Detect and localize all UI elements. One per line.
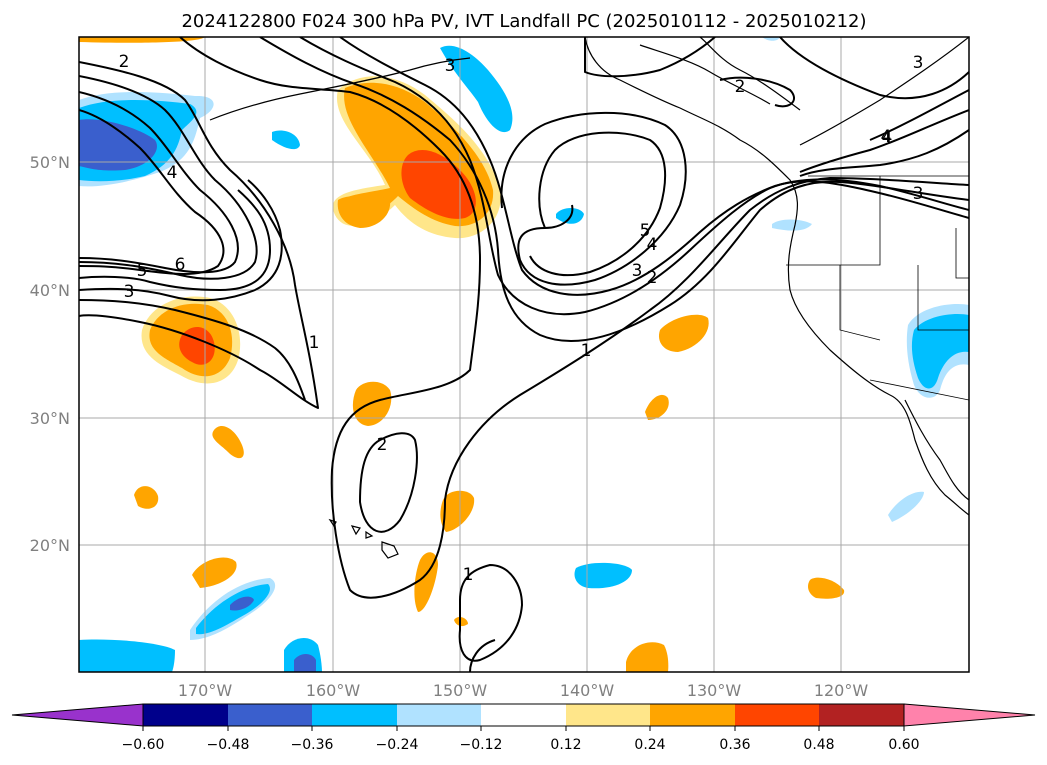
negative-anomaly-region: [762, 37, 780, 41]
positive-anomaly-region: [658, 314, 709, 352]
figure-title: 2024122800 F024 300 hPa PV, IVT Landfall…: [181, 11, 866, 32]
colorbar-segment: [397, 704, 481, 726]
lon-label: 150°W: [433, 681, 488, 700]
positive-anomaly-region: [134, 486, 159, 509]
colorbar-segment: [143, 704, 228, 726]
contour-label: 5: [137, 261, 148, 281]
colorbar-extend-low: [11, 703, 144, 727]
colorbar-segment: [566, 704, 650, 726]
lon-label: 130°W: [687, 681, 742, 700]
colorbar-tick-label: −0.36: [291, 737, 334, 753]
positive-anomaly-region: [808, 577, 845, 599]
positive-anomaly-region: [401, 150, 476, 219]
negative-anomaly-region: [574, 562, 632, 589]
colorbar-segment: [735, 704, 819, 726]
colorbar-segment: [228, 704, 312, 726]
contour-label: 1: [309, 333, 320, 353]
contour-label: 5: [640, 221, 651, 241]
colorbar-tick-label: −0.12: [460, 737, 503, 753]
contour-label: 3: [913, 184, 924, 204]
positive-anomaly-region: [79, 37, 205, 43]
longitude-labels: 170°W 160°W 150°W 140°W 130°W 120°W: [178, 681, 869, 700]
negative-anomaly-region: [230, 596, 254, 611]
colorbar-tick-label: 0.24: [634, 737, 665, 753]
negative-anomaly-region: [79, 119, 157, 171]
colorbar-tick-label: −0.48: [207, 737, 250, 753]
colorbar-tick-label: 0.12: [550, 737, 581, 753]
contour-label: 3: [913, 53, 924, 73]
contour-label: 4: [167, 163, 178, 183]
contour-label: 6: [175, 255, 186, 275]
negative-anomaly-region: [294, 654, 316, 672]
shading-layer: [79, 37, 969, 672]
colorbar: −0.60 −0.48 −0.36 −0.24 −0.12 0.12 0.24 …: [11, 703, 1036, 753]
contour-label: 4: [882, 128, 893, 148]
negative-anomaly-region: [272, 130, 300, 150]
latitude-labels: 50°N 40°N 30°N 20°N: [30, 153, 70, 555]
colorbar-segment: [481, 704, 566, 726]
negative-anomaly-region: [440, 45, 513, 133]
lon-label: 140°W: [560, 681, 615, 700]
colorbar-tick-label: −0.24: [376, 737, 419, 753]
colorbar-segment: [650, 704, 735, 726]
contour-label: 3: [445, 56, 456, 76]
contour-label: 2: [119, 52, 130, 72]
map-area: 2 4 3 2 3 4 6 5 3 1 5 4 3 2 1 2 1 4 3: [79, 37, 969, 672]
colorbar-segment: [819, 704, 904, 726]
contour-label: 3: [124, 282, 135, 302]
positive-anomaly-region: [212, 425, 244, 459]
contour-label: 4: [881, 127, 892, 147]
contour-label: 2: [735, 77, 746, 97]
lon-label: 170°W: [178, 681, 233, 700]
contour-label: 2: [647, 268, 658, 288]
positive-anomaly-region: [352, 381, 392, 426]
contours: [79, 37, 969, 672]
contour-label: 3: [632, 261, 643, 281]
negative-anomaly-region: [772, 219, 812, 231]
positive-anomaly-region: [192, 557, 237, 588]
political-borders: [786, 175, 969, 401]
colorbar-extend-high: [903, 703, 1036, 727]
colorbar-tick-label: 0.36: [719, 737, 750, 753]
colorbar-segment: [312, 704, 397, 726]
lat-label: 50°N: [30, 153, 70, 172]
contour-label: 1: [463, 565, 474, 585]
map-frame: [78, 36, 970, 673]
positive-anomaly-region: [645, 394, 669, 420]
lat-label: 20°N: [30, 536, 70, 555]
negative-anomaly-region: [911, 313, 969, 389]
contour-label: 1: [581, 341, 592, 361]
colorbar-tick-label: 0.48: [803, 737, 834, 753]
negative-anomaly-region: [79, 639, 175, 672]
positive-anomaly-region: [337, 195, 391, 228]
lat-label: 30°N: [30, 409, 70, 428]
lon-label: 120°W: [814, 681, 869, 700]
contour-label: 2: [377, 435, 388, 455]
positive-anomaly-region: [440, 490, 475, 532]
colorbar-tick-label: 0.60: [888, 737, 919, 753]
positive-anomaly-region: [626, 642, 669, 672]
colorbar-tick-label: −0.60: [122, 737, 165, 753]
contour-labels: 2 4 3 2 3 4 6 5 3 1 5 4 3 2 1 2 1 4 3: [119, 52, 924, 585]
negative-anomaly-region: [888, 491, 924, 522]
lon-label: 160°W: [306, 681, 361, 700]
contour-label: 4: [647, 235, 658, 255]
lat-label: 40°N: [30, 281, 70, 300]
